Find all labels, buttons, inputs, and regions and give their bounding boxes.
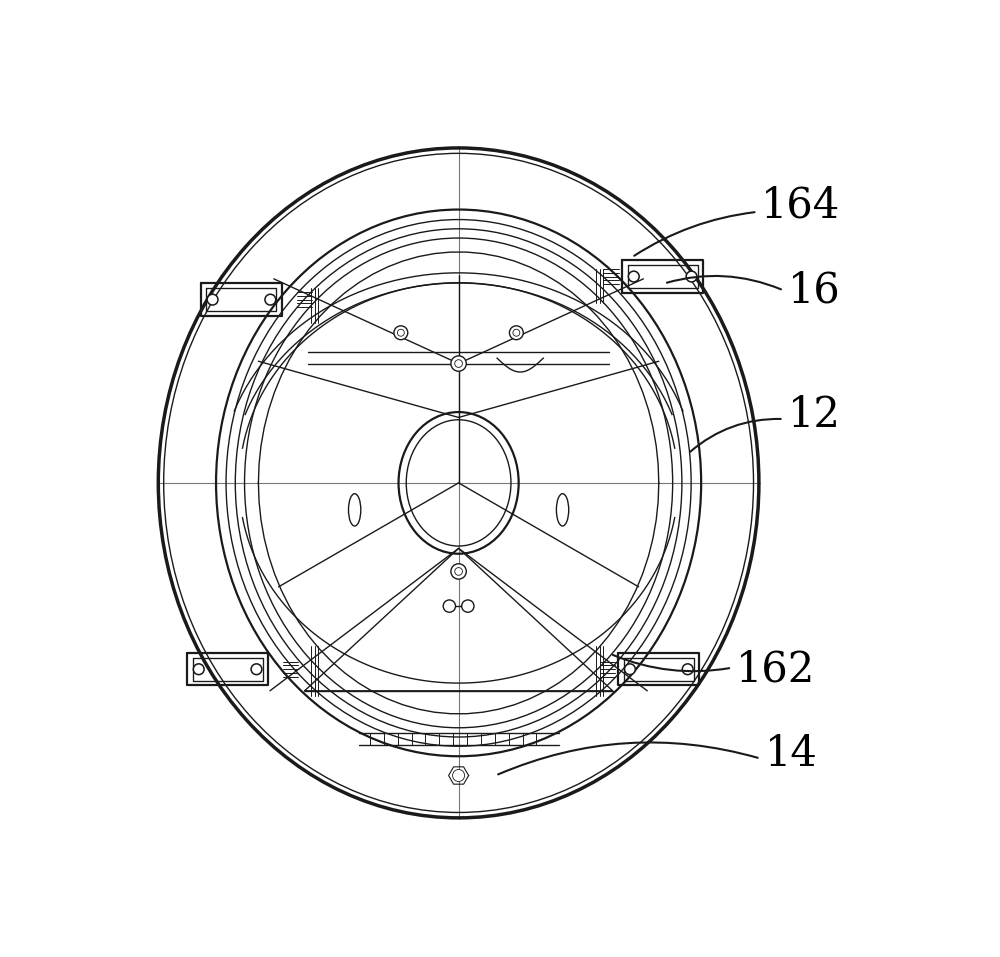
- Text: 16: 16: [788, 270, 841, 311]
- Circle shape: [625, 664, 635, 675]
- Circle shape: [455, 568, 462, 575]
- Circle shape: [443, 600, 456, 612]
- Circle shape: [513, 329, 520, 336]
- Circle shape: [207, 294, 218, 305]
- Circle shape: [509, 325, 523, 340]
- Circle shape: [686, 271, 697, 282]
- Ellipse shape: [556, 494, 569, 526]
- Circle shape: [394, 325, 408, 340]
- Circle shape: [451, 564, 466, 579]
- Ellipse shape: [348, 494, 361, 526]
- Circle shape: [397, 329, 404, 336]
- Circle shape: [462, 600, 474, 612]
- Circle shape: [251, 664, 262, 675]
- Text: 14: 14: [765, 733, 818, 775]
- Circle shape: [682, 664, 693, 675]
- Circle shape: [455, 360, 462, 367]
- Circle shape: [265, 294, 276, 305]
- Text: 12: 12: [788, 394, 841, 436]
- Circle shape: [628, 271, 639, 282]
- Circle shape: [451, 356, 466, 371]
- Text: 164: 164: [760, 185, 840, 227]
- Circle shape: [453, 769, 465, 782]
- Circle shape: [193, 664, 204, 675]
- Text: 162: 162: [736, 648, 815, 690]
